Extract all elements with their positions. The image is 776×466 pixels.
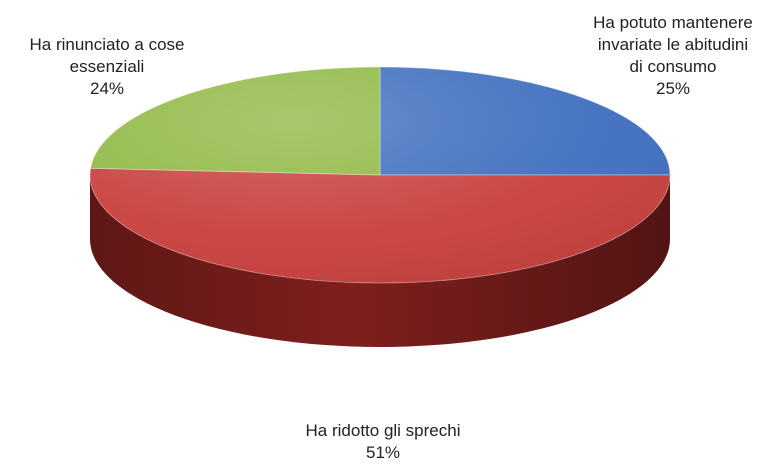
slice-label-maintained: Ha potuto mantenere invariate le abitudi…: [566, 12, 776, 100]
pie-side-shading: [90, 175, 670, 347]
slice-label-line: Ha rinunciato a cose: [29, 35, 185, 54]
slice-label-line: Ha potuto mantenere: [593, 13, 753, 32]
slice-label-line: di consumo: [629, 57, 717, 76]
slice-percent-label: 51%: [365, 443, 401, 462]
slice-label-line: essenziali: [69, 57, 145, 76]
slice-label-line: Ha ridotto gli sprechi: [305, 421, 461, 440]
slice-label-reduced-waste: Ha ridotto gli sprechi 51%: [258, 420, 508, 464]
slice-percent-label: 24%: [89, 79, 125, 98]
slice-label-line: invariate le abitudini: [597, 35, 749, 54]
pie-top-shine: [90, 67, 670, 283]
slice-label-gave-up-essentials: Ha rinunciato a cose essenziali 24%: [2, 34, 212, 100]
slice-percent-label: 25%: [655, 79, 691, 98]
